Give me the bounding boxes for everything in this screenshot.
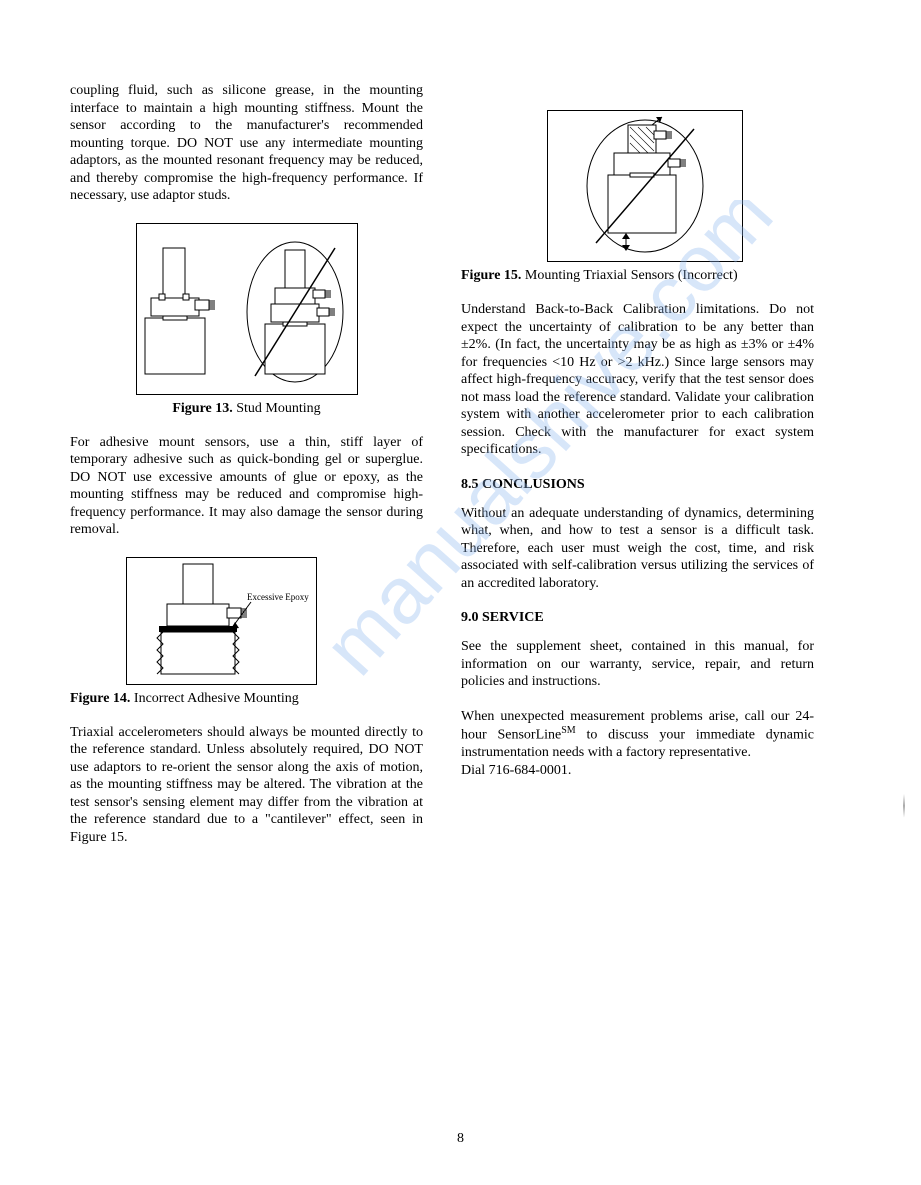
figure-13-label: Figure 13. <box>172 401 232 416</box>
para-conclusions: Without an adequate understanding of dyn… <box>461 505 814 593</box>
figure-14-caption: Figure 14. Incorrect Adhesive Mounting <box>70 691 423 707</box>
figure-15-svg <box>548 111 742 261</box>
figure-14-caption-text: Incorrect Adhesive Mounting <box>130 691 298 706</box>
figure-15-caption-text: Mounting Triaxial Sensors (Incorrect) <box>521 268 737 283</box>
figure-14-box: Excessive Epoxy <box>126 557 317 685</box>
fig14-annotation: Excessive Epoxy <box>247 592 309 602</box>
page-number: 8 <box>0 1131 921 1147</box>
figure-13-svg <box>137 224 357 394</box>
para-adhesive: For adhesive mount sensors, use a thin, … <box>70 434 423 539</box>
para-dial: Dial 716-684-0001. <box>461 762 814 780</box>
page-content: coupling fluid, such as silicone grease,… <box>0 0 921 886</box>
para-coupling-fluid: coupling fluid, such as silicone grease,… <box>70 82 423 205</box>
para-calibration-limits: Understand Back-to-Back Calibration limi… <box>461 301 814 459</box>
left-column: coupling fluid, such as silicone grease,… <box>70 82 423 846</box>
figure-14-label: Figure 14. <box>70 691 130 706</box>
figure-15-label: Figure 15. <box>461 268 521 283</box>
heading-conclusions: 8.5 CONCLUSIONS <box>461 477 814 493</box>
figure-13-caption-text: Stud Mounting <box>233 401 321 416</box>
para-triaxial: Triaxial accelerometers should always be… <box>70 724 423 847</box>
para-supplement: See the supplement sheet, contained in t… <box>461 638 814 691</box>
figure-13-caption: Figure 13. Stud Mounting <box>130 401 363 417</box>
figure-14-svg: Excessive Epoxy <box>127 558 316 684</box>
figure-15-box <box>547 110 743 262</box>
figure-13-box <box>136 223 358 395</box>
figure-15-caption: Figure 15. Mounting Triaxial Sensors (In… <box>461 268 814 284</box>
right-column: Figure 15. Mounting Triaxial Sensors (In… <box>461 82 814 846</box>
heading-service: 9.0 SERVICE <box>461 610 814 626</box>
sensorline-sm: SM <box>561 725 575 736</box>
para-sensorline: When unexpected measurement problems ari… <box>461 708 814 762</box>
